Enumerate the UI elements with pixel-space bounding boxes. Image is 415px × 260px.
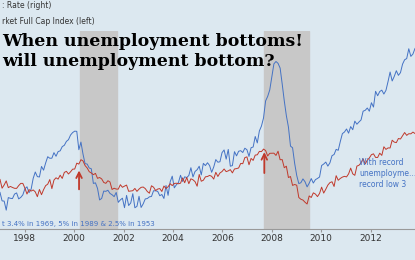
Text: When unemployment bottoms!
will unemployment bottom?: When unemployment bottoms! will unemploy… (2, 33, 303, 70)
Text: t 3.4% in 1969, 5% in 1989 & 2.5% in 1953: t 3.4% in 1969, 5% in 1989 & 2.5% in 195… (2, 221, 155, 227)
Text: With record
unemployme...
record low 3: With record unemployme... record low 3 (359, 158, 415, 190)
Bar (80, 31, 117, 229)
Bar (264, 31, 309, 229)
Text: : Rate (right): : Rate (right) (2, 1, 51, 10)
Text: rket Full Cap Index (left): rket Full Cap Index (left) (2, 17, 95, 26)
